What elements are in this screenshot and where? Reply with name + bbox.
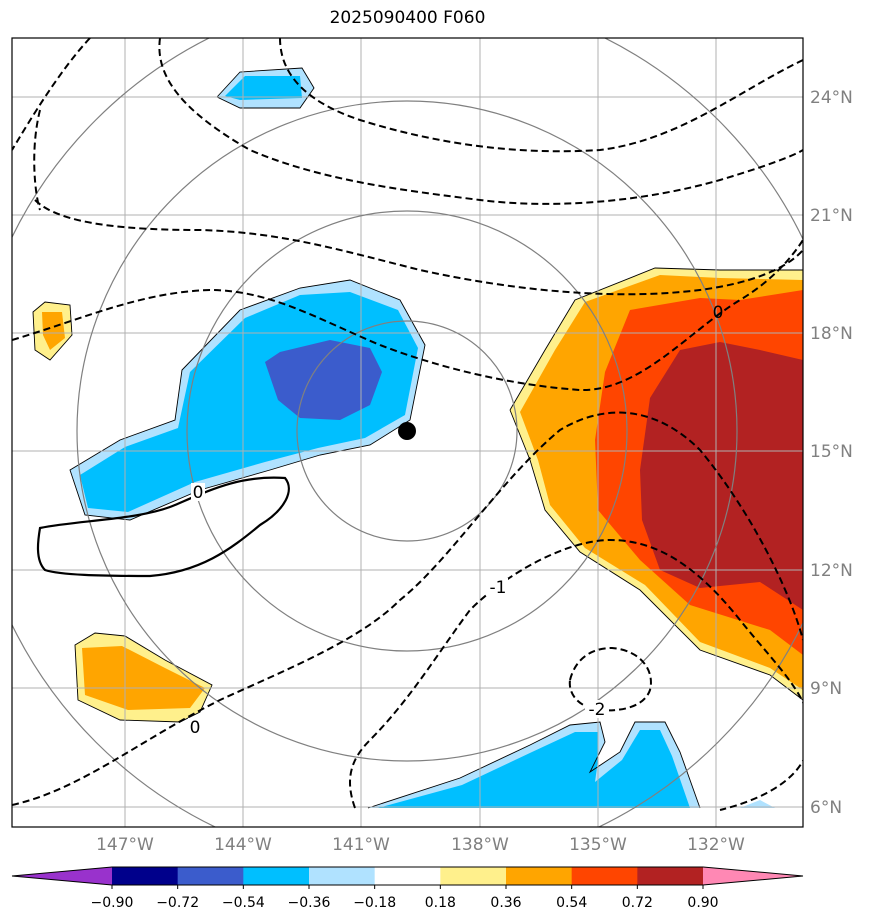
contour-label-0-left: 0 [193,483,204,503]
lon-label: 132°W [687,835,745,855]
lon-label: 138°W [451,835,509,855]
contour-label-0-bottom: 0 [190,718,201,738]
colorbar-tick-label: −0.90 [91,895,134,911]
colorbar-segment [309,867,376,885]
colorbar-segment [243,867,310,885]
colorbar-tick-label: −0.54 [222,895,265,911]
colorbar-tick-label: 0.72 [622,895,653,911]
latitude-labels: 24°N 21°N 18°N 15°N 12°N 9°N 6°N [810,88,853,818]
zero-contour-solid [36,476,290,578]
colorbar-extend-high [703,867,803,885]
colorbar-tick-label: 0.90 [687,895,718,911]
map-title: 2025090400 F060 [329,8,486,28]
lon-label: 144°W [214,835,272,855]
dashed-contours [12,38,803,811]
colorbar-extend-low [12,867,112,885]
lat-label: 12°N [810,561,853,581]
colorbar-segment [440,867,507,885]
colorbar-tick-label: −0.18 [353,895,396,911]
shading-positive [33,268,803,722]
lat-label: 21°N [810,206,853,226]
lat-label: 6°N [810,798,842,818]
longitude-labels: 147°W 144°W 141°W 138°W 135°W 132°W [96,835,745,855]
map-area: 0 0 0 -1 -2 [12,38,803,827]
lat-label: 18°N [810,324,853,344]
colorbar-tick-label: −0.36 [288,895,331,911]
colorbar-segment [112,867,179,885]
lon-label: 141°W [332,835,390,855]
range-rings [12,38,803,827]
colorbar-tick-label: 0.54 [556,895,587,911]
colorbar-tick-label: 0.18 [425,895,456,911]
colorbar: −0.90 −0.72 −0.54 −0.36 −0.18 0.18 0.36 0.54 0.7… [11,866,804,911]
colorbar-segment [506,867,573,885]
map-frame [11,37,804,828]
contour-labels: 0 0 0 -1 -2 [188,303,723,738]
lon-label: 147°W [96,835,154,855]
colorbar-segment [571,867,638,885]
contour-label-minus2: -2 [589,700,606,720]
lon-label: 135°W [569,835,627,855]
lat-label: 15°N [810,442,853,462]
contour-label-0-right: 0 [713,303,724,323]
colorbar-segment [177,867,244,885]
colorbar-segment [374,867,441,885]
shading-negative [70,68,775,808]
lat-label: 24°N [810,88,853,108]
colorbar-tick-label: 0.36 [490,895,521,911]
contour-label-minus1: -1 [490,578,507,598]
lat-label: 9°N [810,679,842,699]
gridlines [12,38,803,827]
colorbar-segment [637,867,704,885]
storm-center-marker [398,422,416,440]
colorbar-tick-label: −0.72 [156,895,199,911]
